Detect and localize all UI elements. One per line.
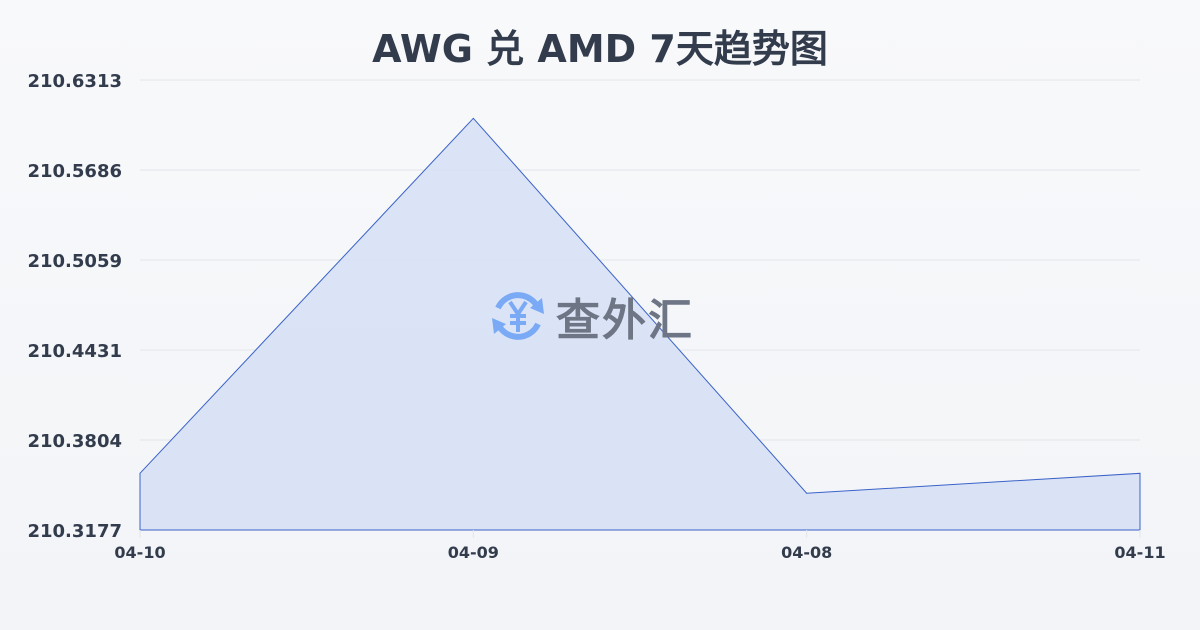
watermark: 查外汇	[488, 284, 694, 348]
x-tick-label: 04-10	[114, 543, 165, 562]
y-tick-label: 210.5686	[27, 161, 122, 182]
y-tick-label: 210.6313	[27, 71, 122, 92]
y-tick-label: 210.5059	[27, 251, 122, 272]
watermark-text: 查外汇	[556, 295, 694, 346]
x-tick-label: 04-09	[448, 543, 499, 562]
data-point	[806, 492, 808, 494]
yen-exchange-icon	[492, 292, 544, 340]
y-tick-label: 210.3177	[27, 521, 122, 542]
x-tick-label: 04-08	[781, 543, 832, 562]
y-tick-label: 210.4431	[27, 341, 122, 362]
data-point	[1139, 472, 1141, 474]
data-point	[139, 472, 141, 474]
y-tick-label: 210.3804	[27, 431, 122, 452]
x-tick-label: 04-11	[1114, 543, 1165, 562]
data-point	[472, 117, 474, 119]
chart-title: AWG 兑 AMD 7天趋势图	[372, 27, 828, 71]
